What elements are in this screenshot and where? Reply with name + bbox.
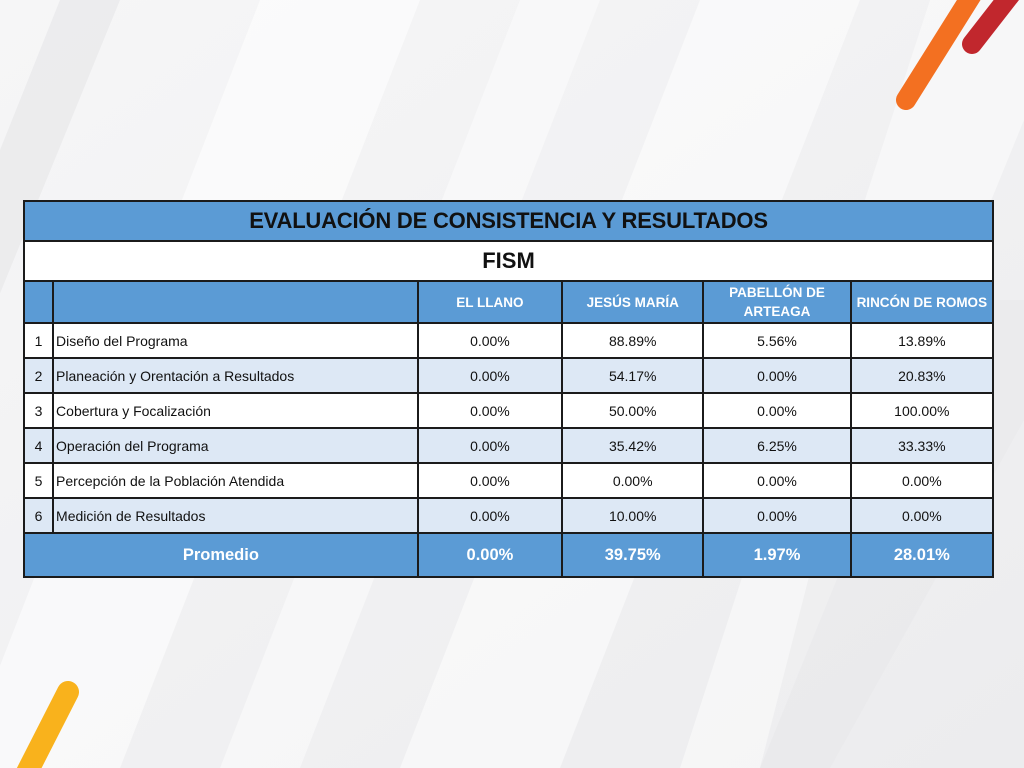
row-label: Diseño del Programa — [52, 322, 419, 359]
column-header: JESÚS MARÍA — [561, 280, 705, 324]
row-number: 2 — [22, 357, 55, 394]
table-title: EVALUACIÓN DE CONSISTENCIA Y RESULTADOS — [23, 200, 994, 242]
table-cell: 10.00% — [561, 497, 705, 534]
average-value: 28.01% — [849, 532, 995, 578]
table-title-row: EVALUACIÓN DE CONSISTENCIA Y RESULTADOS — [23, 200, 994, 242]
row-number: 1 — [22, 322, 55, 359]
table-cell: 0.00% — [702, 462, 852, 499]
column-header: PABELLÓN DE ARTEAGA — [702, 280, 852, 324]
table-row: 6 Medición de Resultados 0.00% 10.00% 0.… — [22, 497, 995, 534]
table-row: 4 Operación del Programa 0.00% 35.42% 6.… — [22, 427, 995, 464]
table-cell: 0.00% — [416, 497, 564, 534]
row-number: 4 — [22, 427, 55, 464]
table-subtitle-row: FISM — [23, 240, 994, 282]
table-cell: 0.00% — [416, 462, 564, 499]
table-cell: 13.89% — [849, 322, 995, 359]
row-number: 5 — [22, 462, 55, 499]
table-cell: 20.83% — [849, 357, 995, 394]
accent-stroke-orange — [896, 0, 981, 110]
table-cell: 33.33% — [849, 427, 995, 464]
header-blank-label — [52, 280, 419, 324]
table-cell: 88.89% — [561, 322, 705, 359]
table-cell: 0.00% — [561, 462, 705, 499]
header-blank-number — [22, 280, 55, 324]
table-cell: 6.25% — [702, 427, 852, 464]
row-label: Operación del Programa — [52, 427, 419, 464]
row-label: Medición de Resultados — [52, 497, 419, 534]
table-cell: 0.00% — [702, 392, 852, 429]
table-cell: 100.00% — [849, 392, 995, 429]
average-value: 0.00% — [416, 532, 564, 578]
row-label: Percepción de la Población Atendida — [52, 462, 419, 499]
average-value: 39.75% — [561, 532, 705, 578]
table-row: 3 Cobertura y Focalización 0.00% 50.00% … — [22, 392, 995, 429]
column-header: EL LLANO — [416, 280, 564, 324]
table-cell: 5.56% — [702, 322, 852, 359]
row-label: Cobertura y Focalización — [52, 392, 419, 429]
row-label: Planeación y Orentación a Resultados — [52, 357, 419, 394]
table-cell: 0.00% — [416, 427, 564, 464]
table-cell: 0.00% — [702, 357, 852, 394]
evaluation-table: EVALUACIÓN DE CONSISTENCIA Y RESULTADOS … — [22, 200, 995, 578]
table-cell: 35.42% — [561, 427, 705, 464]
table-row: 5 Percepción de la Población Atendida 0.… — [22, 462, 995, 499]
table-subtitle: FISM — [23, 240, 994, 282]
table-cell: 50.00% — [561, 392, 705, 429]
column-header-row: EL LLANO JESÚS MARÍA PABELLÓN DE ARTEAGA… — [22, 280, 995, 324]
table-cell: 0.00% — [416, 357, 564, 394]
average-label: Promedio — [23, 532, 419, 578]
column-header: RINCÓN DE ROMOS — [849, 280, 995, 324]
table-cell: 0.00% — [702, 497, 852, 534]
accent-stroke-yellow — [16, 681, 79, 768]
table-row: 2 Planeación y Orentación a Resultados 0… — [22, 357, 995, 394]
row-number: 6 — [22, 497, 55, 534]
average-row: Promedio 0.00% 39.75% 1.97% 28.01% — [23, 532, 995, 578]
accent-stroke-red — [962, 0, 1019, 54]
table-cell: 54.17% — [561, 357, 705, 394]
average-value: 1.97% — [702, 532, 852, 578]
table-cell: 0.00% — [416, 392, 564, 429]
table-cell: 0.00% — [416, 322, 564, 359]
table-cell: 0.00% — [849, 497, 995, 534]
table-row: 1 Diseño del Programa 0.00% 88.89% 5.56%… — [22, 322, 995, 359]
table-cell: 0.00% — [849, 462, 995, 499]
row-number: 3 — [22, 392, 55, 429]
